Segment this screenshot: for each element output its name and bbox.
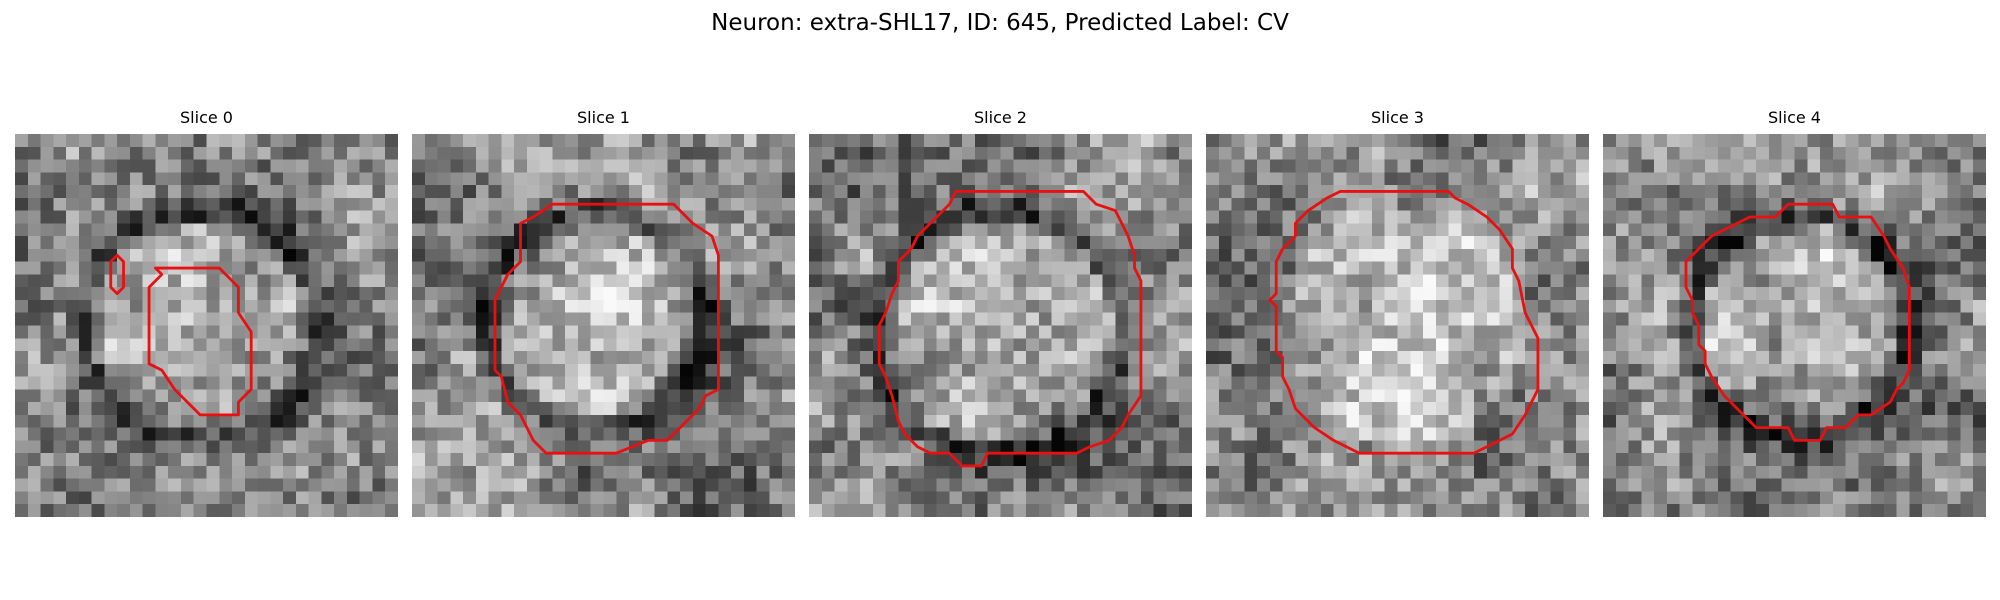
panel-title-slice-4: Slice 4 — [1768, 108, 1821, 127]
slice-image-0 — [15, 134, 398, 517]
slice-image-4 — [1603, 134, 1986, 517]
slice-pixels — [809, 134, 1192, 517]
segmentation-contour — [147, 266, 253, 417]
panel-title-slice-3: Slice 3 — [1371, 108, 1424, 127]
slice-pixels — [1603, 134, 1986, 517]
panel-title-slice-2: Slice 2 — [974, 108, 1027, 127]
panel-title-slice-1: Slice 1 — [577, 108, 630, 127]
segmentation-contour — [1268, 190, 1540, 455]
slice-image-2 — [809, 134, 1192, 517]
segmentation-contour — [877, 190, 1143, 468]
segmentation-contour — [493, 202, 720, 455]
slice-pixels — [412, 134, 795, 517]
panel-title-slice-0: Slice 0 — [180, 108, 233, 127]
slice-image-3 — [1206, 134, 1589, 517]
slice-pixels — [15, 134, 398, 517]
slice-image-1 — [412, 134, 795, 517]
segmentation-contour — [109, 253, 125, 295]
slice-pixels — [1206, 134, 1589, 517]
figure-title: Neuron: extra-SHL17, ID: 645, Predicted … — [711, 10, 1289, 36]
segmentation-contour — [1684, 202, 1911, 442]
